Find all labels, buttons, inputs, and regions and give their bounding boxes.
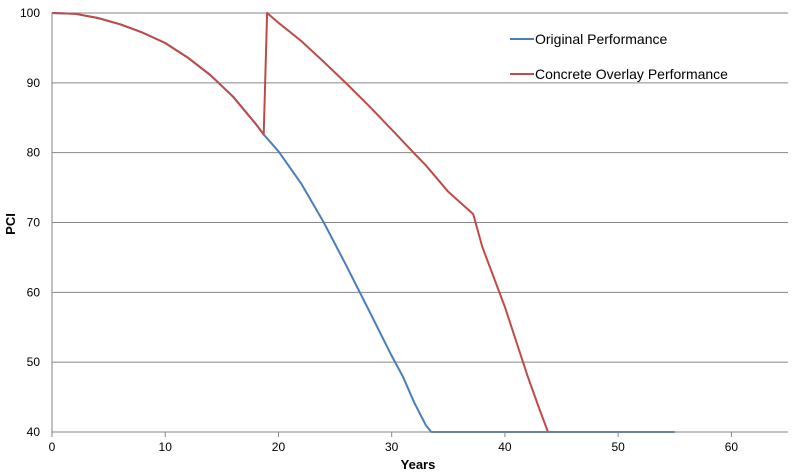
- y-tick-label-40: 40: [27, 425, 41, 439]
- x-axis-title: Years: [401, 457, 436, 472]
- y-tick-label-80: 80: [27, 146, 41, 160]
- x-tick-label-30: 30: [385, 440, 399, 454]
- y-tick-label-100: 100: [20, 6, 40, 20]
- x-tick-label-40: 40: [498, 440, 512, 454]
- x-tick-label-10: 10: [159, 440, 173, 454]
- axes: [51, 13, 788, 437]
- y-tick-label-50: 50: [27, 355, 41, 369]
- x-tick-label-20: 20: [272, 440, 286, 454]
- legend: Original Performance Concrete Overlay Per…: [510, 31, 728, 82]
- x-tick-label-50: 50: [611, 440, 625, 454]
- y-tick-label-90: 90: [27, 76, 41, 90]
- legend-label-1: Original Performance: [535, 31, 667, 47]
- y-tick-label-70: 70: [27, 216, 41, 230]
- legend-label-2: Concrete Overlay Performance: [535, 66, 728, 82]
- x-tick-label-60: 60: [725, 440, 739, 454]
- tick-labels: 40 50 60 70 80 90 100 0 10 20 30 40 50 60: [20, 6, 738, 454]
- gridlines: [52, 12, 788, 363]
- y-axis-title: PCI: [3, 213, 18, 235]
- y-tick-label-60: 60: [27, 285, 41, 299]
- x-tick-label-0: 0: [49, 440, 56, 454]
- series-line-2: [51, 12, 549, 433]
